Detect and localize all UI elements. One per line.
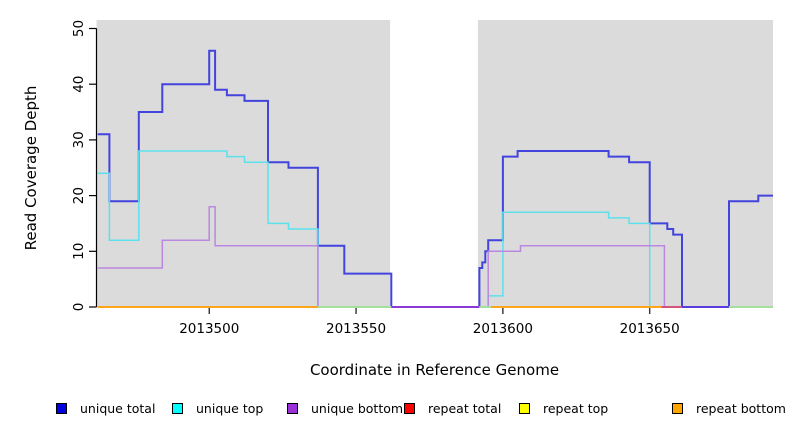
legend-label: repeat bottom	[696, 400, 786, 416]
legend-item-repeat-top: repeat top	[519, 399, 608, 417]
svg-text:10: 10	[71, 243, 87, 260]
svg-text:50: 50	[71, 20, 87, 37]
y-axis-title: Read Coverage Depth	[22, 85, 40, 251]
unique-top-swatch-icon	[172, 402, 183, 414]
x-axis-title: Coordinate in Reference Genome	[309, 361, 560, 379]
legend-label: unique total	[80, 400, 156, 416]
legend: unique total unique top unique bottom re…	[0, 399, 792, 419]
svg-text:2013600: 2013600	[473, 321, 533, 337]
unique-bottom-swatch-icon	[287, 402, 298, 414]
repeat-bottom-swatch-icon	[672, 402, 683, 414]
legend-label: unique top	[196, 400, 264, 416]
unique-total-swatch-icon	[56, 402, 67, 414]
repeat-total-swatch-icon	[404, 402, 415, 414]
svg-text:2013500: 2013500	[179, 321, 239, 337]
repeat-top-swatch-icon	[519, 402, 530, 414]
svg-text:2013550: 2013550	[326, 321, 386, 337]
legend-item-unique-bottom: unique bottom	[287, 399, 403, 417]
legend-label: repeat total	[428, 400, 502, 416]
svg-text:2013650: 2013650	[620, 321, 680, 337]
svg-text:40: 40	[71, 76, 87, 93]
legend-item-repeat-total: repeat total	[404, 399, 501, 417]
svg-text:0: 0	[71, 303, 87, 312]
legend-item-unique-total: unique total	[56, 399, 155, 417]
legend-label: unique bottom	[311, 400, 404, 416]
svg-text:20: 20	[71, 187, 87, 204]
legend-item-unique-top: unique top	[172, 399, 263, 417]
legend-item-repeat-bottom: repeat bottom	[672, 399, 786, 417]
svg-text:30: 30	[71, 131, 87, 148]
legend-label: repeat top	[543, 400, 609, 416]
